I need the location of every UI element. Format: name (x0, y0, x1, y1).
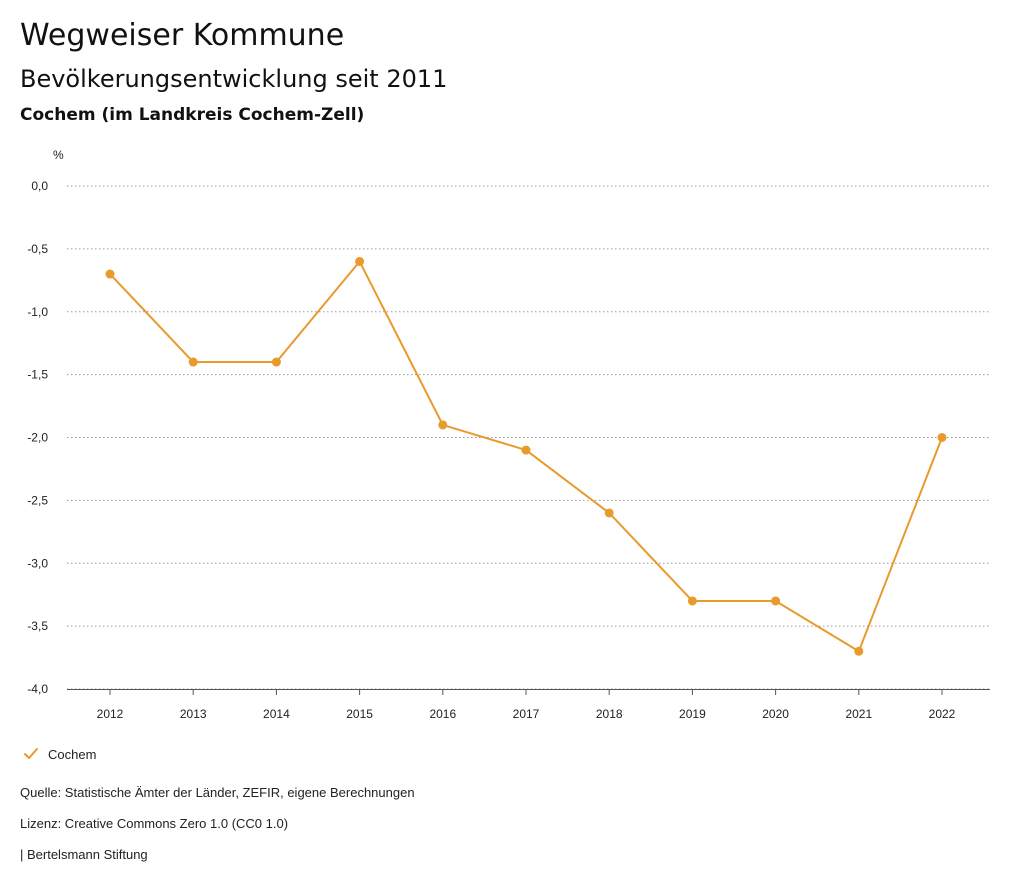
grid-lines (67, 185, 990, 690)
x-tick-label: 2018 (596, 707, 623, 721)
data-point[interactable] (771, 596, 781, 606)
x-tick-label: 2019 (679, 707, 706, 721)
x-tick-label: 2014 (263, 707, 290, 721)
x-tick-label: 2017 (513, 707, 540, 721)
y-tick-label: -2,0 (27, 431, 48, 445)
data-point[interactable] (854, 646, 864, 656)
data-point[interactable] (105, 269, 115, 279)
source-note: Quelle: Statistische Ämter der Länder, Z… (20, 785, 415, 800)
publisher-note: | Bertelsmann Stiftung (20, 847, 148, 862)
legend[interactable]: Cochem (22, 744, 96, 764)
y-tick-label: -1,5 (27, 368, 48, 382)
y-tick-label: -2,5 (27, 493, 48, 507)
line-chart: % 0,0 -0,5 -1,0 -1,5 -2,0 -2,5 -3,0 -3,5 -4,0 20… (27, 148, 990, 721)
y-tick-label: -3,5 (27, 619, 48, 633)
y-tick-label: 0,0 (31, 179, 48, 193)
x-tick-label: 2020 (762, 707, 789, 721)
series-line-cochem (109, 260, 943, 653)
y-tick-label: -1,0 (27, 305, 48, 319)
region-label: Cochem (im Landkreis Cochem-Zell) (20, 105, 365, 125)
license-note: Lizenz: Creative Commons Zero 1.0 (CC0 1… (20, 816, 289, 831)
data-point[interactable] (188, 357, 198, 367)
chart-subtitle: Bevölkerungsentwicklung seit 2011 (20, 65, 448, 93)
series-layer (105, 256, 947, 656)
data-point[interactable] (521, 445, 531, 455)
x-tick-label: 2015 (346, 707, 373, 721)
legend-label: Cochem (48, 746, 97, 762)
x-tick-label: 2022 (929, 707, 956, 721)
x-tick-label: 2013 (180, 707, 207, 721)
x-tick-label: 2016 (429, 707, 456, 721)
y-tick-label: -0,5 (27, 242, 48, 256)
y-tick-label: -4,0 (27, 682, 48, 696)
data-point[interactable] (937, 433, 947, 442)
data-point[interactable] (438, 420, 448, 430)
data-point[interactable] (271, 357, 281, 367)
data-point[interactable] (355, 256, 365, 266)
x-tick-label: 2021 (845, 707, 872, 721)
y-axis-unit-label: % (53, 148, 64, 162)
x-tick-label: 2012 (97, 707, 124, 721)
check-icon (24, 748, 38, 759)
y-tick-label: -3,0 (27, 556, 48, 570)
data-point[interactable] (687, 596, 697, 606)
y-axis-ticks: 0,0 -0,5 -1,0 -1,5 -2,0 -2,5 -3,0 -3,5 -4,0 (27, 179, 48, 696)
page-title: Wegweiser Kommune (20, 18, 345, 53)
data-point[interactable] (604, 508, 614, 518)
x-axis-ticks: 2012 2013 2014 2015 2016 2017 2018 2019 2020 2021… (97, 689, 956, 721)
